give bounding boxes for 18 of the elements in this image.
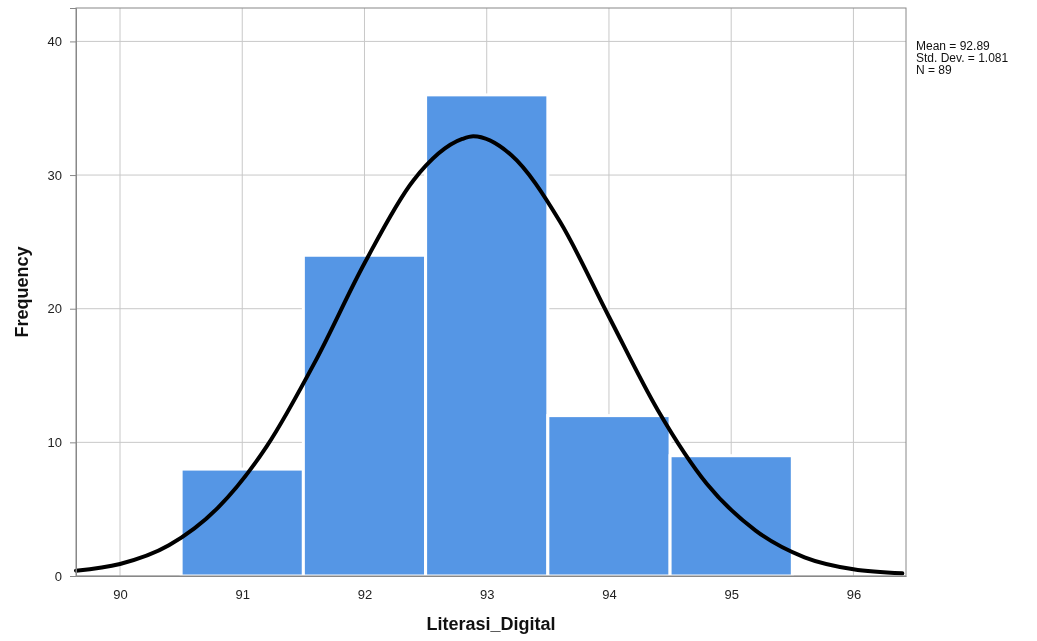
x-tick-label: 96 [846, 587, 862, 603]
x-tick-label: 91 [235, 587, 250, 603]
y-tick-label: 40 [47, 34, 62, 50]
y-tick-label: 10 [47, 435, 62, 451]
y-axis-title: Frequency [12, 246, 32, 338]
x-tick-label: 93 [479, 587, 495, 603]
x-tick-label: 92 [357, 587, 373, 603]
line-series [74, 134, 905, 576]
x-tick-label: 94 [602, 587, 617, 603]
text: N = 89 [916, 63, 953, 77]
y-tick-label: 0 [54, 568, 62, 584]
x-axis-title: Literasi_Digital [426, 614, 556, 634]
text: Mean = 92.89 [916, 39, 991, 53]
y-tick-label: 20 [47, 301, 62, 317]
y-tick-label: 30 [47, 167, 62, 183]
text: Std. Dev. = 1.081 [916, 51, 1009, 65]
x-tick-label: 95 [724, 587, 739, 603]
x-tick-label: 90 [113, 587, 128, 603]
